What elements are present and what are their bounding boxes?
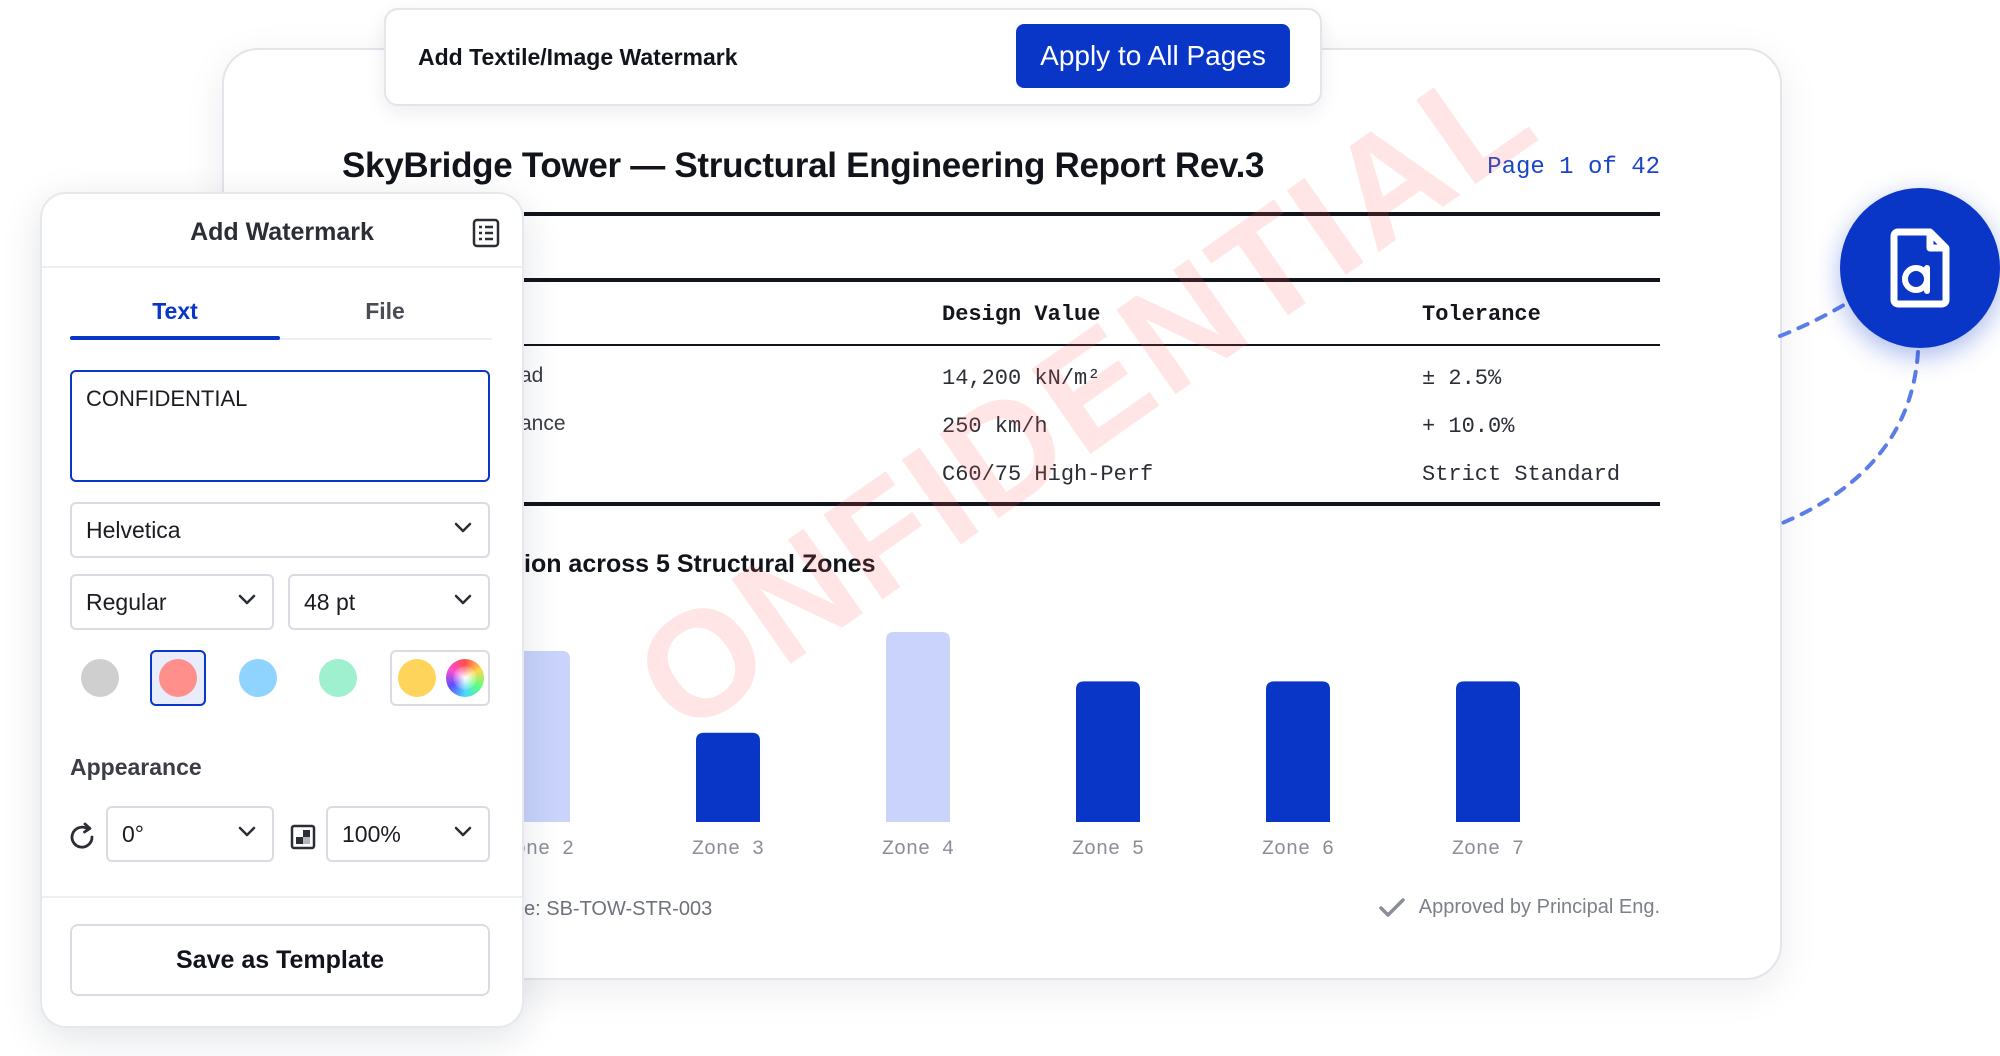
divider xyxy=(524,278,1660,282)
chart-bar xyxy=(1266,681,1330,822)
tab-text[interactable]: Text xyxy=(152,298,198,324)
watermark-toolbar: Add Textile/Image Watermark Apply to All… xyxy=(384,8,1322,106)
chevron-down-icon xyxy=(238,594,256,605)
color-swatch-green[interactable] xyxy=(319,659,357,697)
check-icon xyxy=(1379,897,1405,917)
document-list-icon[interactable] xyxy=(472,218,500,248)
color-swatch-yellow[interactable] xyxy=(398,659,436,697)
table-cell-value: C60/75 High-Perf xyxy=(942,462,1154,487)
table-cell-label: ad xyxy=(520,364,544,387)
appearance-label: Appearance xyxy=(70,754,202,780)
save-as-template-button[interactable]: Save as Template xyxy=(70,924,490,996)
table-header-design-value: Design Value xyxy=(942,302,1101,327)
table-cell-label: ance xyxy=(520,412,566,435)
table-cell-tolerance: + 10.0% xyxy=(1422,414,1515,439)
apply-to-all-pages-button[interactable]: Apply to All Pages xyxy=(1016,24,1290,88)
table-cell-tolerance: Strict Standard xyxy=(1422,462,1621,487)
watermark-text-input[interactable]: CONFIDENTIAL xyxy=(70,370,490,482)
page-indicator: Page 1 of 42 xyxy=(1487,154,1660,181)
chart-bar xyxy=(886,632,950,822)
rotation-value: 0° xyxy=(122,820,144,847)
approval-text: Approved by Principal Eng. xyxy=(1418,896,1660,918)
rotate-icon xyxy=(70,822,94,849)
color-swatch-gray[interactable] xyxy=(81,659,119,697)
font-size-value: 48 pt xyxy=(304,588,356,615)
chart-title: ion across 5 Structural Zones xyxy=(524,550,876,578)
color-swatch-blue[interactable] xyxy=(239,659,277,697)
font-size-select[interactable]: 48 pt xyxy=(288,574,490,630)
document-title: SkyBridge Tower — Structural Engineering… xyxy=(342,146,1265,185)
table-cell-tolerance: ± 2.5% xyxy=(1422,366,1502,391)
font-style-select[interactable]: Regular xyxy=(70,574,274,630)
color-picker-icon[interactable] xyxy=(446,659,484,697)
table-cell-value: 14,200 kN/m² xyxy=(942,366,1101,391)
opacity-value: 100% xyxy=(342,820,401,847)
divider xyxy=(524,212,1660,216)
divider xyxy=(524,344,1660,346)
chevron-down-icon xyxy=(454,594,472,605)
chart-tick-label: Zone 5 xyxy=(1072,838,1144,861)
color-swatch-red[interactable] xyxy=(159,659,197,697)
divider xyxy=(524,502,1660,506)
table-header-tolerance: Tolerance xyxy=(1422,302,1541,327)
chevron-down-icon xyxy=(454,826,472,837)
chevron-down-icon xyxy=(454,522,472,533)
panel-title: Add Watermark xyxy=(190,218,374,246)
table-cell-value: 250 km/h xyxy=(942,414,1048,439)
connector-line xyxy=(1778,298,1920,526)
font-style-value: Regular xyxy=(86,588,167,615)
tab-file[interactable]: File xyxy=(365,298,405,324)
chart-tick-label: Zone 7 xyxy=(1452,838,1524,861)
document-badge xyxy=(1840,188,2000,348)
approval-status: Approved by Principal Eng. xyxy=(1379,896,1660,919)
opacity-select[interactable]: 100% xyxy=(326,806,490,862)
custom-color-group xyxy=(390,650,490,706)
text-document-icon xyxy=(1890,228,1950,308)
divider xyxy=(42,266,522,268)
color-picker-center xyxy=(453,666,477,690)
toolbar-title: Add Textile/Image Watermark xyxy=(418,44,738,70)
chart-tick-label: Zone 6 xyxy=(1262,838,1334,861)
document-reference: e: SB-TOW-STR-003 xyxy=(524,898,713,920)
chevron-down-icon xyxy=(238,826,256,837)
font-family-value: Helvetica xyxy=(86,516,181,543)
active-tab-indicator xyxy=(70,336,280,340)
font-family-select[interactable]: Helvetica xyxy=(70,502,490,558)
chart-bar xyxy=(1456,681,1520,822)
rotation-select[interactable]: 0° xyxy=(106,806,274,862)
chart-tick-label: Zone 3 xyxy=(692,838,764,861)
divider xyxy=(42,896,522,898)
chart-bar xyxy=(696,732,760,822)
chart-tick-label: Zone 4 xyxy=(882,838,954,861)
chart-bar xyxy=(1076,681,1140,822)
tab-baseline xyxy=(70,338,492,340)
add-watermark-panel: Add Watermark Text File CONFIDENTIAL Hel… xyxy=(40,192,524,1028)
opacity-icon xyxy=(290,824,316,850)
